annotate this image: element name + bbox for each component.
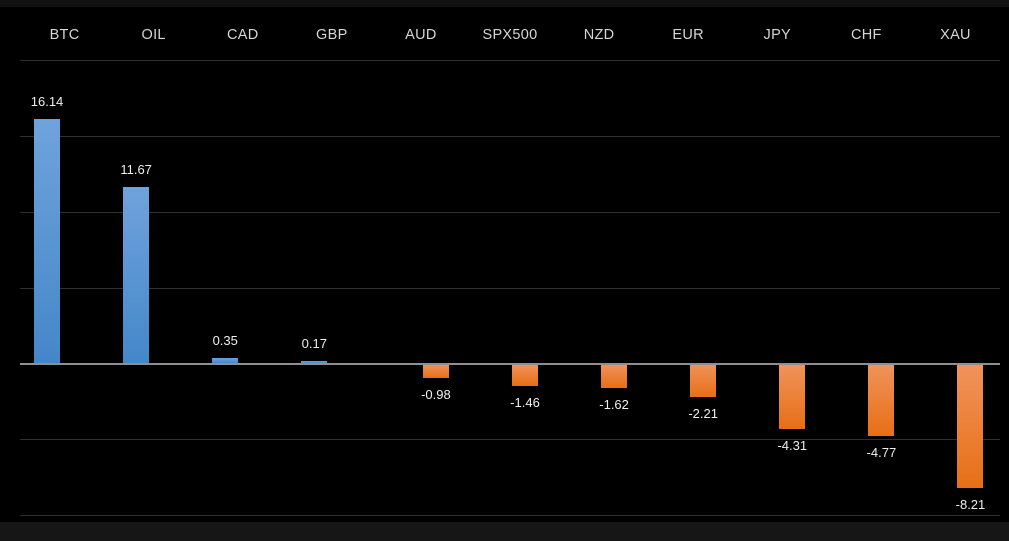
value-label-nzd: -1.62 [599,397,629,413]
value-label-oil: 11.67 [120,161,152,177]
category-label-btc: BTC [49,27,80,43]
negative-bar-nzd [601,363,628,389]
gridline [20,136,1000,138]
window-bottom-strip [0,522,1009,541]
window-top-strip [0,0,1009,7]
category-label-cad: CAD [226,27,259,43]
positive-bar-gbp [301,360,328,364]
category-label-eur: EUR [672,27,704,43]
value-label-spx500: -1.46 [510,394,540,410]
category-label-xau: XAU [940,27,971,43]
category-label-aud: AUD [405,27,437,43]
gridline [20,287,1000,289]
value-label-chf: -4.77 [866,444,897,460]
category-label-gbp: GBP [316,27,348,43]
negative-bar-chf [868,363,895,436]
gridline [20,515,1000,517]
positive-bar-oil [123,186,150,364]
category-label-nzd: NZD [583,27,615,43]
value-label-xau: -8.21 [955,496,986,512]
negative-bar-eur [690,363,717,397]
positive-bar-cad [212,358,239,364]
negative-bar-xau [957,363,984,488]
value-label-jpy: -4.31 [777,437,808,453]
gridline [20,60,1000,62]
value-label-eur: -2.21 [688,406,718,421]
category-label-chf: CHF [851,27,882,43]
gridline [20,211,1000,213]
value-label-cad: 0.35 [212,333,238,349]
negative-bar-spx500 [512,363,538,386]
value-label-btc: 16.14 [30,93,64,109]
positive-bar-btc [34,118,61,364]
zero-axis-line [20,362,1000,365]
category-label-oil: OIL [141,27,166,43]
value-label-aud: -0.98 [421,387,451,403]
negative-bar-aud [422,363,449,379]
category-label-spx500: SPX500 [482,27,538,43]
category-header-row: BTC OIL CAD GBP AUD SPX500 NZD EUR JPY CHF XAU [0,0,1009,60]
gridline [20,439,1000,441]
negative-bar-jpy [779,363,806,429]
value-label-gbp: 0.17 [301,335,327,351]
category-label-jpy: JPY [763,27,792,43]
